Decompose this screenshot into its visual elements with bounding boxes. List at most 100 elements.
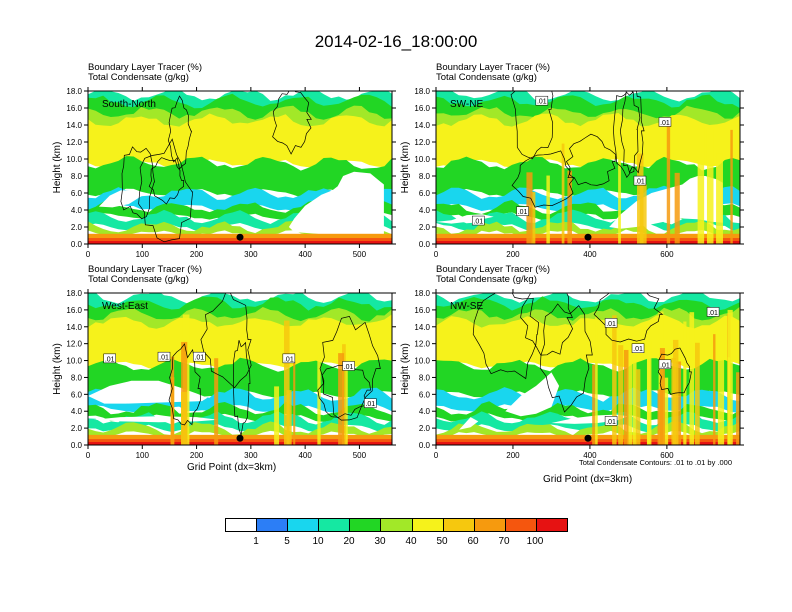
contour-label-box bbox=[472, 215, 485, 226]
x-tick-label: 400 bbox=[298, 451, 312, 460]
y-tick-label: 14.0 bbox=[414, 323, 430, 332]
panel-title-2: Boundary Layer Tracer (%) Total Condensa… bbox=[436, 63, 550, 83]
plot-frame bbox=[435, 292, 741, 446]
panel-title-line1: Boundary Layer Tracer (%) bbox=[436, 264, 551, 275]
condensate-contour bbox=[138, 138, 194, 243]
colorbar-label: 5 bbox=[284, 536, 290, 547]
convective-plume bbox=[561, 143, 565, 244]
x-tick-label: 600 bbox=[660, 250, 674, 259]
x-tick-label: 0 bbox=[86, 250, 91, 259]
convective-plume bbox=[293, 361, 296, 445]
panel-title-1: Boundary Layer Tracer (%) Total Condensa… bbox=[88, 63, 202, 83]
convective-plume bbox=[727, 357, 731, 445]
panel-title-line1: Boundary Layer Tracer (%) bbox=[88, 264, 203, 275]
contour-label-box bbox=[631, 343, 645, 353]
convective-plume bbox=[284, 320, 290, 445]
contour-label: .01 bbox=[606, 321, 616, 328]
colorbar bbox=[225, 518, 568, 532]
convective-plume bbox=[717, 335, 725, 445]
y-tick-label: 0.0 bbox=[71, 240, 83, 249]
panel-title-line1: Boundary Layer Tracer (%) bbox=[436, 62, 551, 73]
panel-title-3: Boundary Layer Tracer (%) Total Condensa… bbox=[88, 265, 202, 285]
section-label: NW-SE bbox=[450, 301, 483, 312]
convective-plume bbox=[623, 349, 629, 445]
y-tick-label: 12.0 bbox=[66, 340, 82, 349]
y-tick-label: 14.0 bbox=[66, 121, 82, 130]
contour-label: .01 bbox=[708, 310, 718, 317]
colorbar-label: 20 bbox=[343, 536, 355, 547]
condensate-contour bbox=[539, 303, 593, 413]
condensate-contour bbox=[520, 293, 573, 356]
boundary-layer-band bbox=[436, 241, 740, 244]
y-tick-label: 8.0 bbox=[71, 172, 83, 181]
colorbar-label: 100 bbox=[526, 536, 544, 547]
y-tick-label: 16.0 bbox=[66, 306, 82, 315]
x-tick-label: 200 bbox=[506, 250, 520, 259]
heatmap-field: .01 .01 .01 .01 .01 bbox=[436, 293, 740, 445]
x-tick-label: 400 bbox=[298, 250, 312, 259]
contour-label-box bbox=[103, 353, 116, 364]
panel-title-4: Boundary Layer Tracer (%) Total Condensa… bbox=[436, 265, 550, 285]
location-marker bbox=[584, 233, 592, 241]
condensate-contour bbox=[619, 91, 645, 174]
y-tick-label: 6.0 bbox=[419, 189, 431, 198]
boundary-layer-band bbox=[88, 241, 392, 244]
heatmap-field: .01 .01 .01 .01 .01 bbox=[436, 91, 740, 244]
white-region bbox=[288, 171, 384, 242]
y-tick-label: 10.0 bbox=[414, 357, 430, 366]
colorbar-label: 70 bbox=[498, 536, 510, 547]
panel-title-line2: Total Condensate (g/kg) bbox=[436, 72, 537, 83]
y-tick-label: 16.0 bbox=[66, 104, 82, 113]
panel-title-line2: Total Condensate (g/kg) bbox=[436, 274, 537, 285]
x-tick-label: 300 bbox=[244, 451, 258, 460]
y-tick-label: 12.0 bbox=[414, 138, 430, 147]
convective-plume bbox=[662, 377, 669, 445]
contour-label: .01 bbox=[660, 362, 670, 369]
y-tick-label: 4.0 bbox=[71, 206, 83, 215]
heatmap-field bbox=[88, 91, 392, 244]
contour-label: .01 bbox=[284, 356, 294, 363]
contour-label-box bbox=[342, 361, 355, 371]
plot-frame bbox=[87, 292, 393, 446]
convective-plume bbox=[214, 358, 219, 445]
boundary-layer-band bbox=[88, 442, 392, 445]
figure-title: 2014-02-16_18:00:00 bbox=[314, 32, 478, 51]
y-tick-label: 4.0 bbox=[419, 407, 431, 416]
contour-label-box bbox=[658, 359, 672, 370]
condensate-contour bbox=[472, 293, 540, 380]
colorbar-swatch bbox=[443, 519, 475, 531]
white-region bbox=[88, 380, 208, 404]
convective-plume bbox=[546, 175, 550, 244]
condensate-contour bbox=[510, 91, 554, 160]
white-region bbox=[505, 372, 560, 417]
section-label: South-North bbox=[102, 99, 156, 110]
y-tick-label: 18.0 bbox=[66, 289, 82, 298]
y-tick-label: 18.0 bbox=[66, 87, 82, 96]
y-tick-label: 2.0 bbox=[419, 424, 431, 433]
contour-label: .01 bbox=[606, 419, 616, 426]
convective-plume bbox=[618, 345, 624, 445]
condensate-contour bbox=[565, 133, 617, 186]
boundary-layer-band bbox=[436, 442, 740, 445]
colorbar-swatch bbox=[381, 519, 413, 531]
convective-plume bbox=[713, 334, 716, 445]
convective-plume bbox=[694, 342, 700, 445]
contour-label-box bbox=[193, 351, 206, 362]
contour-label: .01 bbox=[537, 99, 547, 106]
convective-plume bbox=[567, 170, 572, 244]
white-region bbox=[98, 190, 143, 208]
section-label: West-East bbox=[102, 301, 148, 312]
convective-plume bbox=[344, 343, 348, 445]
convective-plume bbox=[736, 372, 740, 445]
convective-plume bbox=[181, 391, 188, 445]
plot-frame bbox=[87, 90, 393, 245]
colorbar-label: 40 bbox=[405, 536, 417, 547]
x-axis-title-right: Grid Point (dx=3km) bbox=[543, 474, 633, 485]
x-tick-label: 500 bbox=[353, 451, 367, 460]
convective-plume bbox=[170, 356, 175, 445]
y-tick-label: 10.0 bbox=[66, 155, 82, 164]
convective-plume bbox=[338, 353, 345, 445]
condensate-contour bbox=[613, 91, 641, 178]
colorbar-label: 10 bbox=[312, 536, 324, 547]
y-axis-title: Height (km) bbox=[400, 343, 411, 395]
